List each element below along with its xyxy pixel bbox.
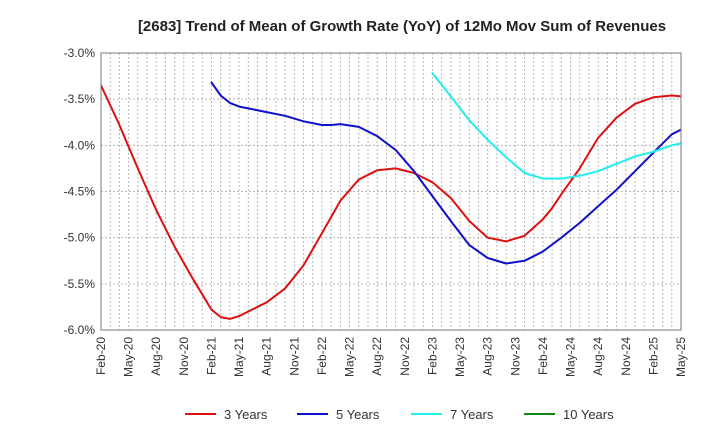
series-line-5-years	[210, 81, 681, 265]
series-line-7-years	[431, 72, 681, 180]
x-tick-label: Feb-21	[204, 337, 218, 375]
x-tick-label: Nov-20	[177, 337, 191, 376]
y-tick-label: -5.5%	[64, 277, 96, 291]
x-tick-label: Feb-25	[646, 337, 660, 375]
x-tick-label: Feb-23	[425, 337, 439, 375]
x-tick-label: Nov-23	[508, 337, 522, 376]
plot-frame	[100, 52, 682, 331]
x-tick-label: Feb-22	[315, 337, 329, 375]
x-tick-label: May-25	[674, 337, 688, 377]
x-tick-label: Aug-24	[591, 337, 605, 376]
y-tick-label: -4.0%	[64, 138, 96, 152]
x-tick-label: Aug-21	[260, 337, 274, 376]
grid-lines	[100, 52, 682, 331]
x-tick-label: Nov-22	[398, 337, 412, 376]
y-tick-label: -3.0%	[64, 46, 96, 60]
legend-label: 10 Years	[563, 407, 614, 422]
x-tick-label: Aug-20	[149, 337, 163, 376]
y-tick-label: -5.0%	[64, 231, 96, 245]
x-tick-label: May-23	[453, 337, 467, 377]
x-tick-label: Feb-24	[536, 337, 550, 375]
y-tick-label: -6.0%	[64, 323, 96, 337]
series-group	[101, 72, 681, 320]
y-tick-label: -4.5%	[64, 185, 96, 199]
series-line-3-years	[101, 84, 681, 320]
x-tick-label: May-20	[122, 337, 136, 377]
y-tick-label: -3.5%	[64, 92, 96, 106]
legend-label: 5 Years	[336, 407, 380, 422]
legend-label: 3 Years	[224, 407, 268, 422]
x-tick-label: May-24	[564, 337, 578, 377]
x-tick-label: Nov-21	[287, 337, 301, 376]
x-tick-label: Aug-22	[370, 337, 384, 376]
legend-label: 7 Years	[450, 407, 494, 422]
x-axis: Feb-20 May-20 Aug-20 Nov-20 Feb-21 May-21 Aug-…	[94, 337, 688, 377]
legend: 3 Years 5 Years 7 Years 10 Years	[185, 407, 614, 422]
x-tick-label: Feb-20	[94, 337, 108, 375]
chart-title: [2683] Trend of Mean of Growth Rate (YoY…	[138, 18, 666, 35]
x-tick-label: May-22	[343, 337, 357, 377]
x-tick-label: May-21	[232, 337, 246, 377]
y-axis: -3.0% -3.5% -4.0% -4.5% -5.0% -5.5% -6.0%	[64, 46, 96, 337]
x-tick-label: Nov-24	[619, 337, 633, 376]
x-tick-label: Aug-23	[481, 337, 495, 376]
